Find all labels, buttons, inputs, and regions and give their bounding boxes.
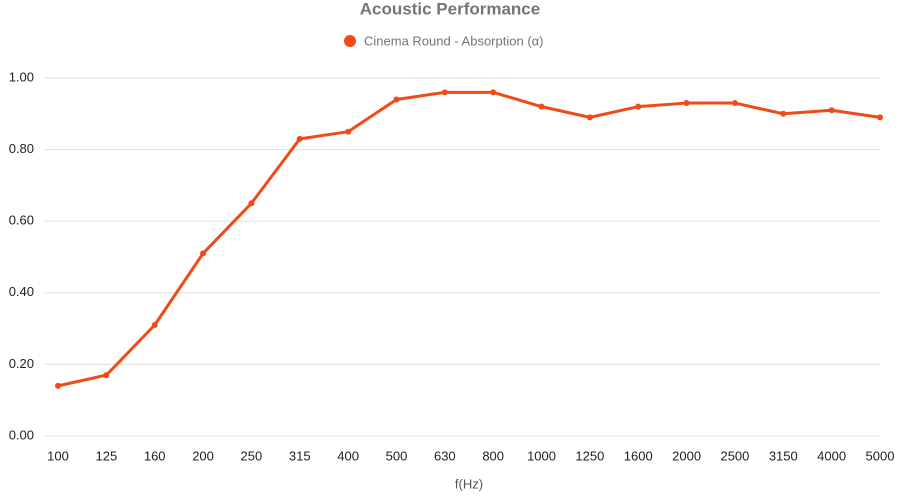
point: [683, 100, 690, 107]
y-tick-label: 0.40: [9, 284, 34, 299]
x-tick-label: 1000: [527, 448, 556, 463]
y-tick-label: 1.00: [9, 69, 34, 84]
point: [877, 114, 883, 121]
x-tick-label: 160: [144, 448, 166, 463]
y-tick-label: 0.20: [9, 356, 34, 371]
point: [55, 382, 61, 389]
x-tick-label: 3150: [769, 448, 798, 463]
x-axis-label: f(Hz): [455, 476, 483, 491]
point: [103, 372, 110, 379]
chart-title: Acoustic Performance: [360, 0, 540, 18]
point: [731, 100, 738, 107]
x-tick-label: 250: [241, 448, 263, 463]
x-tick-label: 100: [47, 448, 69, 463]
legend-marker: [344, 35, 356, 47]
x-tick-label: 5000: [866, 448, 895, 463]
x-tick-label: 500: [386, 448, 408, 463]
x-tick-label: 800: [482, 448, 504, 463]
x-tick-label: 630: [434, 448, 456, 463]
point: [828, 107, 835, 114]
point: [393, 96, 400, 103]
point: [635, 103, 642, 110]
x-tick-label: 1600: [624, 448, 653, 463]
point: [538, 103, 545, 110]
point: [200, 250, 207, 257]
x-tick-label: 1250: [575, 448, 604, 463]
point: [780, 110, 787, 117]
x-tick-label: 4000: [817, 448, 846, 463]
point: [151, 322, 158, 329]
legend-label: Cinema Round - Absorption (α): [364, 33, 544, 48]
point: [441, 89, 448, 96]
y-tick-label: 0.60: [9, 213, 34, 228]
x-tick-label: 2000: [672, 448, 701, 463]
y-tick-label: 0.80: [9, 141, 34, 156]
point: [490, 89, 497, 96]
point: [586, 114, 593, 121]
point: [248, 200, 255, 207]
x-tick-label: 200: [192, 448, 214, 463]
x-tick-label: 2500: [720, 448, 749, 463]
point: [345, 128, 352, 135]
x-tick-label: 400: [337, 448, 359, 463]
x-tick-label: 125: [96, 448, 118, 463]
line: [57, 90, 881, 388]
point: [296, 135, 303, 142]
x-tick-label: 315: [289, 448, 311, 463]
y-tick-label: 0.00: [9, 427, 34, 442]
